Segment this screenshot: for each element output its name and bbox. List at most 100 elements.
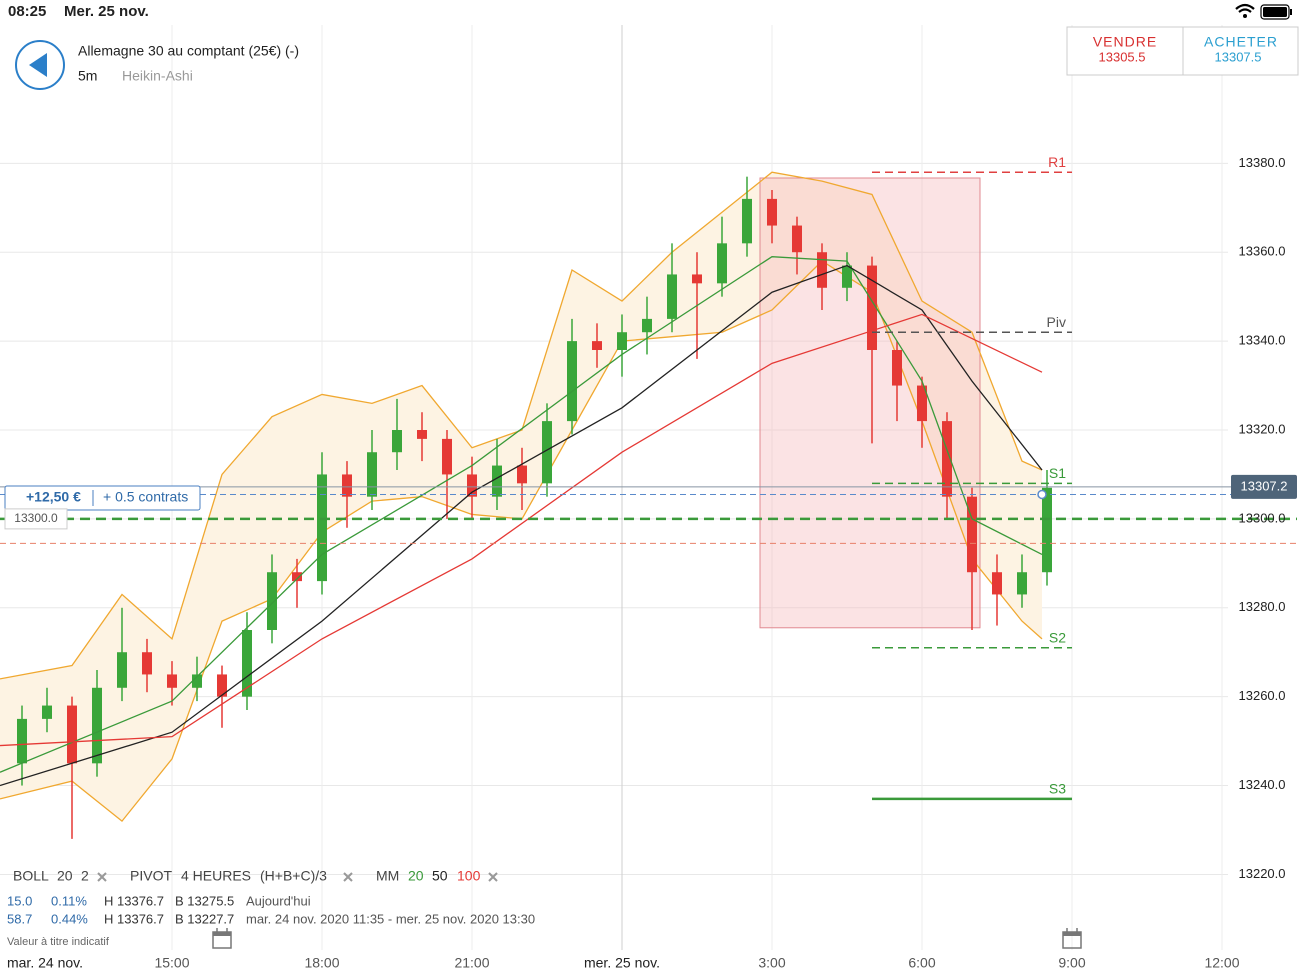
chart-style[interactable]: Heikin-Ashi <box>122 68 193 84</box>
legend-ma: 100 <box>457 868 481 884</box>
candle-body <box>417 430 427 439</box>
status-date: Mer. 25 nov. <box>64 3 149 20</box>
candle-body <box>917 385 927 422</box>
x-tick-label: 6:00 <box>908 955 935 971</box>
candle-body <box>17 718 27 764</box>
pivot-label: S2 <box>1049 629 1066 645</box>
wifi-dot <box>1243 14 1247 18</box>
battery-icon <box>1260 4 1290 20</box>
remove-icon[interactable] <box>97 872 107 882</box>
pivot-label: S3 <box>1049 781 1066 797</box>
candle-body <box>142 652 152 675</box>
candle-body <box>717 243 727 284</box>
candle-body <box>867 265 877 350</box>
candle-body <box>992 572 1002 595</box>
legend-text: PIVOT <box>130 868 172 884</box>
legend-stat: H 13376.7 <box>104 893 164 908</box>
x-date-bg <box>580 952 664 975</box>
candle-body <box>667 274 677 319</box>
candle-body <box>442 438 452 475</box>
legend-stat: 0.44% <box>51 911 88 926</box>
sell-price: 13305.5 <box>1099 49 1146 64</box>
x-tick-label: 15:00 <box>154 955 189 971</box>
y-tick-label: 13240.0 <box>1239 777 1286 792</box>
remove-icon[interactable] <box>488 872 498 882</box>
candle-body <box>792 225 802 253</box>
candle-body <box>342 474 352 497</box>
position-size: + 0.5 contrats <box>103 489 188 505</box>
legend-stat: Aujourd'hui <box>246 893 311 908</box>
wifi-icon <box>1235 3 1255 13</box>
y-tick-label: 13260.0 <box>1239 688 1286 703</box>
boll-upper <box>0 171 1043 680</box>
candle-body <box>542 421 552 484</box>
candle-body <box>492 465 502 497</box>
legend-text: 20 <box>57 868 73 884</box>
candle-body <box>242 630 252 697</box>
price-tag-label: 13307.2 <box>1241 478 1288 493</box>
candle-body <box>1017 572 1027 595</box>
candle-body <box>842 265 852 288</box>
candle-body <box>767 198 777 226</box>
legend-stat: 58.7 <box>7 911 32 926</box>
pivot-label: Piv <box>1047 314 1066 330</box>
sell-button[interactable] <box>1069 29 1182 73</box>
candle-body <box>217 674 227 697</box>
y-tick-label: 13360.0 <box>1239 244 1286 259</box>
legend-stat: H 13376.7 <box>104 911 164 926</box>
x-tick-label: 18:00 <box>304 955 339 971</box>
candle-body <box>467 474 477 497</box>
y-tick-label: 13220.0 <box>1239 866 1286 881</box>
legend-stat: 15.0 <box>7 893 32 908</box>
remove-icon[interactable] <box>343 872 353 882</box>
instrument-title: Allemagne 30 au comptant (25€) (-) <box>78 43 299 59</box>
x-tick-label: mer. 25 nov. <box>584 955 660 971</box>
legend-text: 4 HEURES <box>181 868 251 884</box>
moving-average <box>0 313 1043 747</box>
buy-button[interactable] <box>1184 29 1296 73</box>
battery-level <box>1263 7 1287 17</box>
legend-text: MM <box>376 868 399 884</box>
legend-stat: B 13227.7 <box>175 911 234 926</box>
status-time: 08:25 <box>8 3 46 20</box>
x-tick-label: 3:00 <box>758 955 785 971</box>
legend-note: Valeur à titre indicatif <box>7 936 110 948</box>
entry-tag <box>4 508 68 530</box>
buy-label: ACHETER <box>1204 34 1278 50</box>
candle-body <box>117 652 127 688</box>
status-bg <box>0 0 1300 24</box>
y-tick-label: 13380.0 <box>1239 155 1286 170</box>
entry-tag-label: 13300.0 <box>14 511 58 525</box>
legend-text: 2 <box>81 868 89 884</box>
last-price-marker <box>1037 489 1047 500</box>
position-box[interactable] <box>4 485 201 511</box>
candle-body <box>367 452 377 497</box>
candle-body <box>692 274 702 284</box>
candle-body <box>167 674 177 688</box>
candle-body <box>42 705 52 719</box>
candle-body <box>967 496 977 573</box>
position-pnl: +12,50 € <box>26 489 81 505</box>
buy-price: 13307.5 <box>1215 49 1262 64</box>
legend-stat: B 13275.5 <box>175 893 234 908</box>
candle-body <box>817 252 827 288</box>
legend-ma: 50 <box>432 868 448 884</box>
y-tick-label: 13300.0 <box>1239 510 1286 525</box>
calendar-icon-top <box>1063 932 1081 936</box>
candle-body <box>642 318 652 333</box>
candle-body <box>1042 487 1052 573</box>
candle-body <box>292 572 302 582</box>
candle-body <box>942 421 952 497</box>
pivot-label: R1 <box>1048 154 1066 170</box>
legend-text: BOLL <box>13 868 49 884</box>
calendar-icon-top <box>213 932 231 936</box>
candle-body <box>317 474 327 582</box>
date-left: mar. 24 nov. <box>7 955 83 971</box>
candle-body <box>617 332 627 350</box>
legend-stat: 0.11% <box>51 893 87 908</box>
legend-stat: mar. 24 nov. 2020 11:35 - mer. 25 nov. 2… <box>246 911 535 926</box>
x-tick-label: 9:00 <box>1058 955 1085 971</box>
interval[interactable]: 5m <box>78 68 97 84</box>
date-left-bg <box>0 952 92 975</box>
